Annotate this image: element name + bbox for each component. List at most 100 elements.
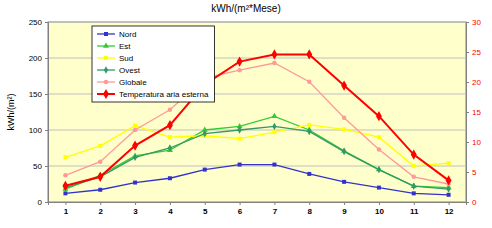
tick-mark <box>170 202 171 205</box>
tick-label: 4 <box>168 207 173 216</box>
tick: 4 <box>168 202 173 216</box>
tick: 10 <box>375 202 384 216</box>
tick-mark <box>45 202 48 203</box>
tick-label: 50 <box>33 162 42 171</box>
tick-label: 150 <box>29 90 43 99</box>
series-marker <box>133 154 137 161</box>
series-marker <box>376 111 382 121</box>
series-line <box>65 116 448 189</box>
legend-box <box>92 26 214 102</box>
tick: 0 <box>466 198 477 207</box>
tick-label: 9 <box>342 207 347 216</box>
tick-mark <box>466 142 469 143</box>
tick-mark <box>240 202 241 205</box>
series-marker <box>132 141 138 151</box>
tick-mark <box>344 202 345 205</box>
series-line <box>65 63 448 184</box>
tick-label: 2 <box>99 207 104 216</box>
axis-line <box>49 203 467 206</box>
y-axis-title: kWh/(m²) <box>6 94 16 131</box>
series-group <box>62 49 451 196</box>
tick: 20 <box>466 78 481 87</box>
tick: 12 <box>445 202 454 216</box>
tick: 100 <box>29 126 48 135</box>
axis-line <box>45 23 49 203</box>
legend-label: Est <box>119 42 131 51</box>
series-marker <box>63 173 68 178</box>
series-line <box>65 54 448 185</box>
series-marker <box>377 166 381 173</box>
series-marker <box>306 49 312 59</box>
series-marker <box>412 182 416 189</box>
legend: NordEstSudOvestGlobaleTemperatura aria e… <box>92 26 214 102</box>
tick: 9 <box>342 202 347 216</box>
tick-label: 8 <box>308 207 313 216</box>
tick: 200 <box>29 54 48 63</box>
series-marker <box>238 137 242 141</box>
x-axis: 123456789101112 <box>49 202 467 216</box>
tick-mark <box>45 166 48 167</box>
tick-mark <box>45 58 48 59</box>
legend-marker <box>104 66 108 73</box>
title: kWh/(m²*Mese) <box>211 3 280 14</box>
y2-axis: 0 5 10 15 20 25 30 <box>466 18 481 207</box>
legend-label: Sud <box>119 54 133 63</box>
series-marker <box>63 155 67 159</box>
tick: 5 <box>466 168 477 177</box>
series-marker <box>411 150 417 160</box>
series-marker <box>307 172 311 176</box>
tick: 8 <box>308 202 313 216</box>
grid-line <box>48 22 466 23</box>
tick: 10 <box>466 138 481 147</box>
tick-mark <box>205 202 206 205</box>
tick-label: 15 <box>472 108 481 117</box>
legend-label: Temperatura aria esterna <box>119 90 209 99</box>
plot: 1234567891011120501001502002500510152025… <box>29 18 482 216</box>
tick-mark <box>466 22 469 23</box>
tick-label: 7 <box>273 207 278 216</box>
series-marker <box>167 120 173 130</box>
tick-mark <box>100 202 101 205</box>
tick: 25 <box>466 48 481 57</box>
tick-mark <box>45 94 48 95</box>
tick-label: 200 <box>29 54 43 63</box>
series-marker <box>133 181 137 185</box>
legend-marker <box>104 32 108 36</box>
series-marker <box>377 135 381 139</box>
series-marker <box>412 191 416 195</box>
legend-entry: Temperatura aria esterna <box>97 89 209 99</box>
tick-mark <box>45 130 48 131</box>
series-marker <box>133 124 137 128</box>
tick-label: 5 <box>203 207 208 216</box>
legend-entry: Est <box>97 42 131 51</box>
series-line <box>65 165 448 195</box>
plot-background <box>48 22 466 202</box>
series-marker <box>307 123 311 127</box>
series-marker <box>168 108 173 113</box>
series-marker <box>341 81 347 91</box>
series-marker <box>307 128 311 135</box>
series-marker <box>342 180 346 184</box>
series-marker <box>237 57 243 67</box>
tick-label: 30 <box>472 18 481 27</box>
grid-line <box>48 94 466 95</box>
tick-mark <box>466 202 469 203</box>
series-marker <box>411 175 416 180</box>
series-marker <box>168 176 172 180</box>
tick-mark <box>414 202 415 205</box>
series-marker <box>168 135 172 139</box>
series-marker <box>446 175 452 185</box>
legend-entry: Nord <box>97 30 136 39</box>
tick: 30 <box>466 18 481 27</box>
tick: 15 <box>466 108 481 117</box>
tick: 0 <box>38 198 48 207</box>
tick-label: 3 <box>133 207 138 216</box>
series-marker <box>447 161 451 165</box>
legend-label: Ovest <box>119 66 141 75</box>
series-marker <box>271 113 277 118</box>
chart: 1234567891011120501001502002500510152025… <box>0 0 492 228</box>
series-marker <box>307 80 312 85</box>
series-marker <box>272 130 276 134</box>
tick: 1 <box>64 202 69 216</box>
tick: 5 <box>203 202 208 216</box>
